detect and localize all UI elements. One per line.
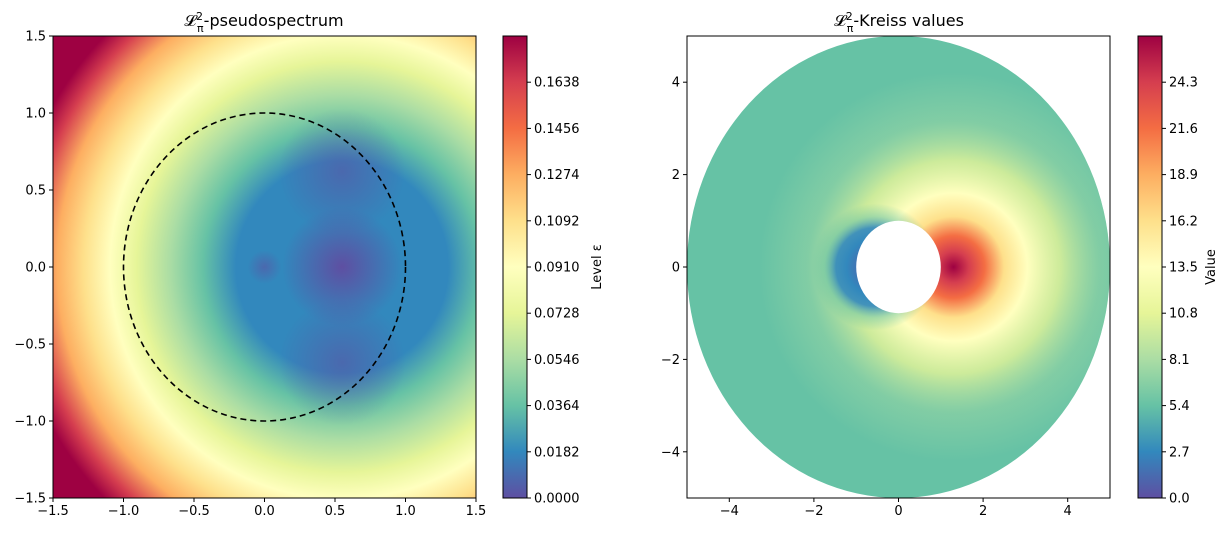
pseudospectrum-ytick-label: −0.5 xyxy=(14,338,46,353)
pseudospectrum-xtick-label: 1.0 xyxy=(395,504,416,519)
pseudospectrum-ytick-label: −1.0 xyxy=(14,415,46,430)
kreiss-colorbar-tick-label: 10.8 xyxy=(1169,307,1198,322)
pseudospectrum-colorbar-tick-label: 0.0364 xyxy=(534,399,580,414)
kreiss-title: 𝓛2 π-Kreiss values xyxy=(834,10,964,35)
pseudospectrum-title: 𝓛2 π-pseudospectrum xyxy=(184,10,343,35)
pseudospectrum-minimum-1 xyxy=(278,108,406,235)
kreiss-xtick-label: −2 xyxy=(804,504,823,519)
kreiss-ytick-label: 2 xyxy=(672,168,680,183)
pseudospectrum-ytick-label: −1.5 xyxy=(14,492,46,507)
pseudospectrum-colorbar-tick-label: 0.0182 xyxy=(534,445,580,460)
kreiss-y-ticks: −4 −2 0 2 4 xyxy=(661,76,687,460)
kreiss-colorbar-tick-label: 18.9 xyxy=(1169,168,1198,183)
pseudospectrum-colorbar-tick-label: 0.0910 xyxy=(534,261,580,276)
kreiss-xtick-label: 0 xyxy=(894,504,902,519)
pseudospectrum-x-ticks: −1.5 −1.0 −0.5 0.0 0.5 1.0 1.5 xyxy=(37,498,486,519)
kreiss-panel: 𝓛2 π-Kreiss values −4 −2 0 2 4 −4 −2 0 2 4 0.0 2.7… xyxy=(661,10,1219,519)
pseudospectrum-xtick-label: 1.5 xyxy=(466,504,487,519)
pseudospectrum-colorbar: 0.0000 0.0182 0.0364 0.0546 0.0728 0.0910 0.10… xyxy=(502,35,605,507)
pseudospectrum-colorbar-tick-label: 0.1638 xyxy=(534,76,580,91)
pseudospectrum-xtick-label: 0.0 xyxy=(254,504,275,519)
pseudospectrum-xtick-label: −1.5 xyxy=(37,504,69,519)
kreiss-colorbar: 0.0 2.7 5.4 8.1 10.8 13.5 16.2 18.9 21.6 24.3 Val… xyxy=(1137,35,1219,507)
pseudospectrum-colorbar-tick-label: 0.1274 xyxy=(534,168,580,183)
pseudospectrum-ytick-label: 0.0 xyxy=(25,261,46,276)
kreiss-colorbar-label: Value xyxy=(1204,249,1219,285)
pseudospectrum-colorbar-tick-label: 0.1092 xyxy=(534,214,580,229)
pseudospectrum-colorbar-tick-label: 0.0728 xyxy=(534,307,580,322)
pseudospectrum-y-ticks: −1.5 −1.0 −0.5 0.0 0.5 1.0 1.5 xyxy=(14,30,53,507)
kreiss-inner-hole xyxy=(856,220,941,314)
pseudospectrum-colorbar-tick-label: 0.0546 xyxy=(534,353,580,368)
kreiss-xtick-label: 4 xyxy=(1064,504,1072,519)
kreiss-xtick-label: 2 xyxy=(979,504,987,519)
kreiss-ytick-label: 0 xyxy=(672,261,680,276)
kreiss-ytick-label: −4 xyxy=(661,445,680,460)
pseudospectrum-ytick-label: 0.5 xyxy=(25,184,46,199)
pseudospectrum-xtick-label: −1.0 xyxy=(108,504,140,519)
kreiss-colorbar-tick-label: 8.1 xyxy=(1169,353,1190,368)
kreiss-colorbar-tick-label: 2.7 xyxy=(1169,445,1190,460)
pseudospectrum-heatmap xyxy=(53,36,476,498)
kreiss-colorbar-tick-label: 0.0 xyxy=(1169,492,1190,507)
kreiss-colorbar-tick-label: 16.2 xyxy=(1169,214,1198,229)
pseudospectrum-minimum-0 xyxy=(247,250,282,284)
kreiss-warm-lobe xyxy=(758,54,1110,480)
pseudospectrum-colorbar-tick-label: 0.1456 xyxy=(534,122,580,137)
pseudospectrum-xtick-label: 0.5 xyxy=(325,504,346,519)
kreiss-ytick-label: −2 xyxy=(661,353,680,368)
pseudospectrum-ytick-label: 1.5 xyxy=(25,30,46,45)
pseudospectrum-xtick-label: −0.5 xyxy=(178,504,210,519)
pseudospectrum-ytick-label: 1.0 xyxy=(25,107,46,122)
kreiss-colorbar-tick-label: 21.6 xyxy=(1169,122,1198,137)
kreiss-colorbar-tick-label: 13.5 xyxy=(1169,261,1198,276)
kreiss-ytick-label: 4 xyxy=(672,76,680,91)
pseudospectrum-colorbar-tick-label: 0.0000 xyxy=(534,492,580,507)
pseudospectrum-colorbar-label: Level ε xyxy=(590,244,605,289)
pseudospectrum-minimum-2 xyxy=(278,299,406,426)
kreiss-xtick-label: −4 xyxy=(720,504,739,519)
kreiss-colorbar-tick-label: 24.3 xyxy=(1169,76,1198,91)
kreiss-colorbar-tick-label: 5.4 xyxy=(1169,399,1190,414)
unit-circle-dashed xyxy=(122,112,407,422)
kreiss-x-ticks: −4 −2 0 2 4 xyxy=(720,498,1072,519)
pseudospectrum-panel: 𝓛2 π-pseudospectrum −1.5 −1.0 −0.5 0.0 0.5 1.0… xyxy=(14,10,605,519)
